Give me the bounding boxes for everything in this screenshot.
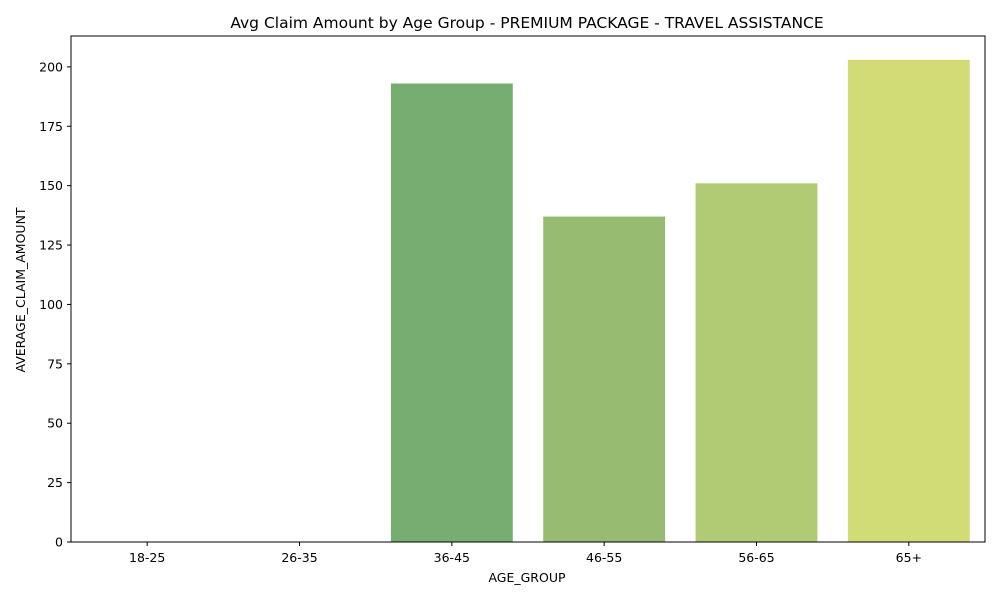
y-tick-label: 50 [47,416,63,431]
x-tick-label: 65+ [896,550,922,565]
x-axis-title: AGE_GROUP [488,570,566,585]
x-tick-label: 36-45 [434,550,470,565]
y-tick-label: 175 [39,119,63,134]
y-tick-label: 200 [39,59,63,74]
y-tick-label: 125 [39,238,63,253]
x-tick-label: 46-55 [586,550,622,565]
y-tick-label: 0 [55,535,63,550]
x-tick-label: 26-35 [281,550,317,565]
plot-frame [70,35,986,543]
bar-65+ [847,59,970,543]
y-tick-label: 25 [47,475,63,490]
bar-56-65 [695,183,818,543]
bar-46-55 [543,216,666,542]
x-tick-label: 18-25 [129,550,165,565]
bars-group [390,59,970,543]
y-axis-ticks: 0 25 50 75 100 125 150 175 200 [39,59,71,550]
y-tick-label: 75 [47,356,63,371]
y-tick-label: 100 [39,297,63,312]
y-tick-label: 150 [39,178,63,193]
bar-36-45 [390,83,513,543]
x-tick-label: 56-65 [738,550,774,565]
chart-title: Avg Claim Amount by Age Group - PREMIUM … [230,14,823,32]
x-axis-ticks: 18-25 26-35 36-45 46-55 56-65 65+ [129,542,922,565]
y-axis-title: AVERAGE_CLAIM_AMOUNT [13,207,28,372]
